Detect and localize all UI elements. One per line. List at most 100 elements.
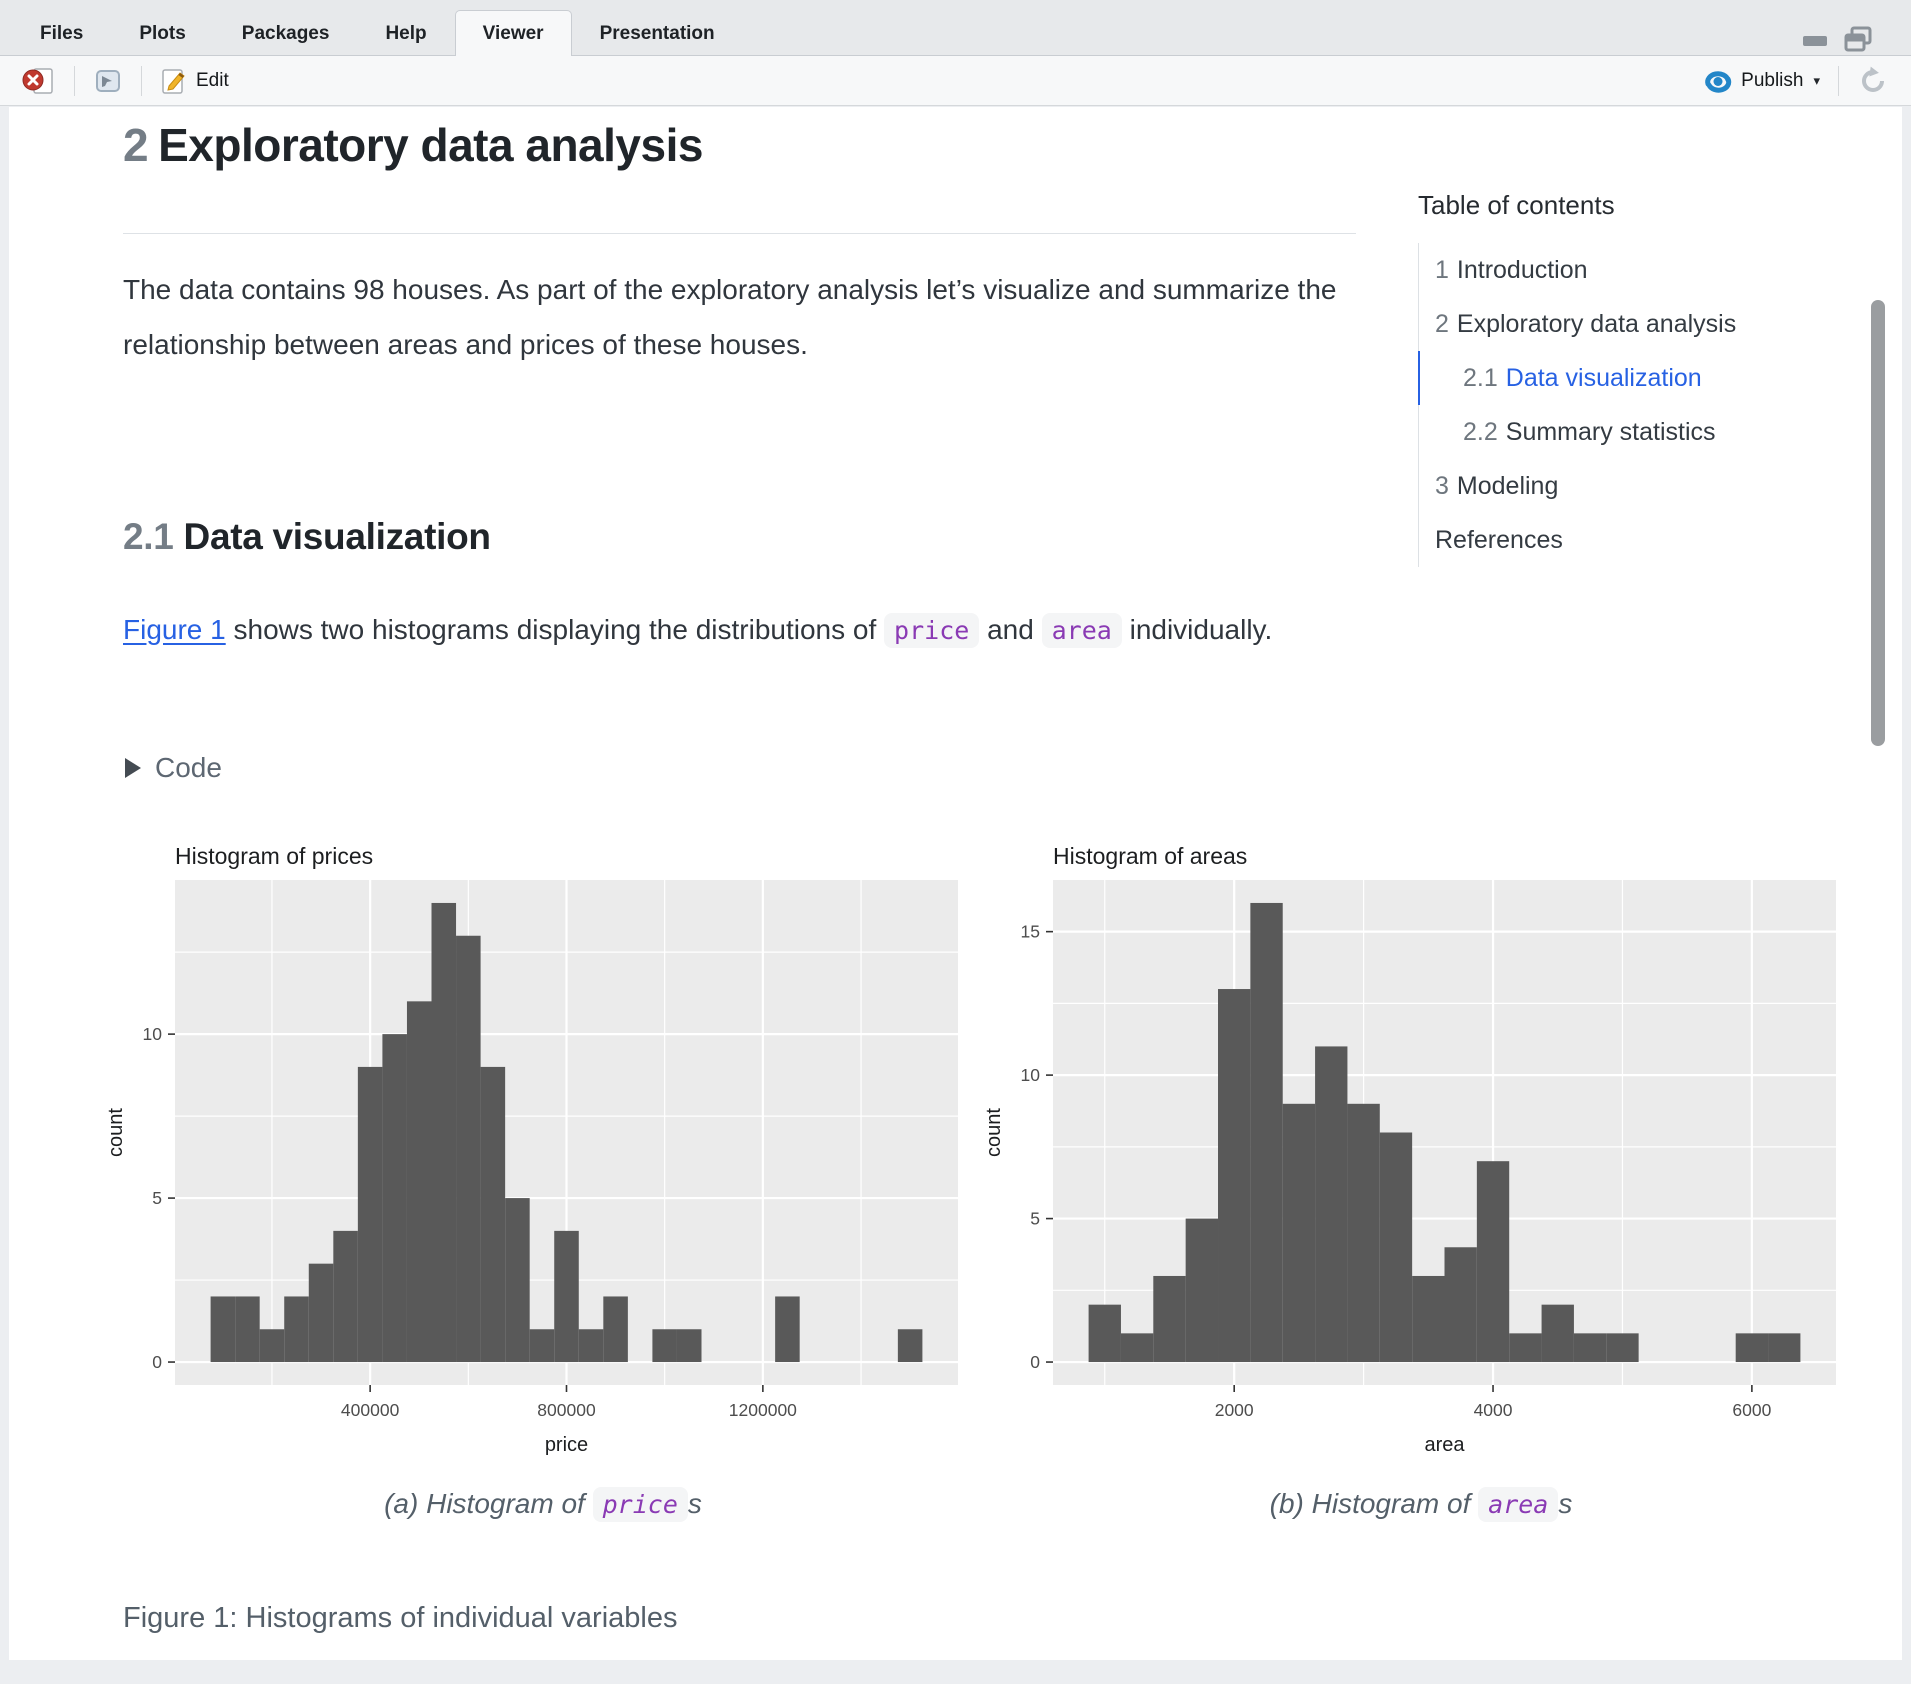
histogram-bar bbox=[406, 1001, 432, 1363]
histogram-bar bbox=[1735, 1333, 1769, 1363]
histogram-bar bbox=[603, 1296, 628, 1363]
histogram-bar bbox=[1606, 1333, 1639, 1363]
histogram-bar bbox=[1315, 1046, 1348, 1363]
maximize-pane-icon[interactable] bbox=[1843, 26, 1873, 57]
section-number: 2 bbox=[123, 119, 149, 171]
figure-b-plot: 2000 4000 6000 0 5 10 15 Histogram of areas area… bbox=[978, 838, 1858, 1468]
histogram-bar bbox=[1153, 1275, 1186, 1363]
toc-item-number: 1 bbox=[1435, 256, 1449, 284]
toc-item-label: References bbox=[1435, 526, 1563, 554]
toolbar-separator bbox=[141, 65, 142, 96]
edit-pencil-icon bbox=[162, 68, 185, 94]
publish-icon bbox=[1705, 70, 1732, 93]
page-title: 2 Exploratory data analysis bbox=[123, 118, 703, 172]
inline-code-price: price bbox=[592, 1487, 688, 1522]
toc-item-data-visualization[interactable]: 2.1 Data visualization bbox=[1418, 351, 1818, 405]
histogram-bar bbox=[1768, 1333, 1801, 1363]
y-axis-title: count bbox=[105, 1108, 127, 1157]
histogram-bar bbox=[1120, 1333, 1154, 1363]
x-tick-label: 1200000 bbox=[729, 1400, 797, 1420]
section-title: Data visualization bbox=[183, 516, 491, 557]
subcaption-a: (a) Histogram of price s bbox=[123, 1487, 963, 1522]
toc-item-summary-statistics[interactable]: 2.2 Summary statistics bbox=[1418, 405, 1818, 459]
histogram-bar bbox=[676, 1329, 702, 1363]
histogram-bar bbox=[382, 1034, 407, 1363]
toc-item-exploratory-data-analysis[interactable]: 2 Exploratory data analysis bbox=[1418, 297, 1818, 351]
histogram-bar bbox=[333, 1230, 358, 1363]
tab-presentation[interactable]: Presentation bbox=[599, 22, 715, 44]
toc-title: Table of contents bbox=[1418, 190, 1615, 220]
histogram-bar bbox=[1509, 1333, 1542, 1363]
clear-viewer-icon bbox=[22, 67, 53, 94]
x-tick-label: 4000 bbox=[1474, 1400, 1513, 1420]
histogram-bar bbox=[431, 902, 457, 1363]
toc-item-number: 3 bbox=[1435, 472, 1449, 500]
histogram-bar bbox=[357, 1066, 383, 1363]
table-of-contents: Table of contents 1 Introduction 2 Explorat… bbox=[1418, 190, 1818, 567]
histogram-bar bbox=[284, 1296, 309, 1363]
section-2-1-heading: 2.1 Data visualization bbox=[123, 516, 491, 558]
figure-1-caption: Figure 1: Histograms of individual varia… bbox=[123, 1602, 678, 1634]
toolbar-separator bbox=[74, 65, 75, 96]
plot-title: Histogram of prices bbox=[175, 843, 373, 869]
histogram-bar bbox=[1412, 1275, 1445, 1363]
histogram-bar bbox=[210, 1296, 236, 1363]
minimize-pane-icon[interactable] bbox=[1801, 30, 1831, 53]
tab-viewer[interactable]: Viewer bbox=[454, 10, 572, 56]
x-axis-title: area bbox=[1424, 1434, 1465, 1456]
publish-button[interactable]: Publish ▾ bbox=[1695, 64, 1828, 98]
clear-viewer-button[interactable] bbox=[14, 62, 64, 100]
refresh-button[interactable] bbox=[1849, 61, 1897, 101]
y-tick-label: 0 bbox=[152, 1352, 162, 1372]
toc-item-number: 2.2 bbox=[1463, 418, 1498, 446]
toc-item-number: 2.1 bbox=[1463, 364, 1498, 392]
y-tick-label: 5 bbox=[1030, 1209, 1040, 1229]
open-in-new-window-button[interactable] bbox=[85, 63, 131, 99]
figure-reference-paragraph: Figure 1 shows two histograms displaying… bbox=[123, 602, 1338, 659]
toc-item-references[interactable]: References bbox=[1418, 513, 1818, 567]
tab-packages[interactable]: Packages bbox=[241, 22, 330, 44]
y-tick-label: 15 bbox=[1021, 922, 1040, 942]
tab-files[interactable]: Files bbox=[40, 22, 84, 44]
toc-item-label: Exploratory data analysis bbox=[1456, 310, 1737, 338]
pop-out-icon bbox=[96, 69, 120, 92]
histogram-bar bbox=[1282, 1103, 1316, 1363]
y-tick-label: 0 bbox=[1030, 1352, 1040, 1372]
histogram-bar bbox=[259, 1329, 285, 1363]
code-fold-toggle[interactable]: Code bbox=[125, 752, 222, 784]
viewer-toolbar: Edit Publish ▾ bbox=[0, 56, 1911, 106]
histogram-bar bbox=[1379, 1132, 1413, 1363]
tab-help[interactable]: Help bbox=[385, 22, 427, 44]
tab-plots[interactable]: Plots bbox=[139, 22, 186, 44]
histogram-bar bbox=[554, 1230, 579, 1363]
caption-text: (b) Histogram of bbox=[1269, 1488, 1479, 1519]
inline-code-price: price bbox=[884, 613, 980, 648]
figure-1-link[interactable]: Figure 1 bbox=[123, 614, 226, 645]
caption-text: (a) Histogram of bbox=[384, 1488, 593, 1519]
figure-a-plot: 400000 800000 1200000 0 5 10 Histogram of pric… bbox=[100, 838, 980, 1468]
paragraph-text: individually. bbox=[1121, 614, 1273, 645]
histogram-bar bbox=[1444, 1247, 1477, 1363]
section-title: Exploratory data analysis bbox=[158, 119, 703, 171]
histogram-bar bbox=[235, 1296, 260, 1363]
histogram-bar bbox=[456, 935, 481, 1363]
vertical-scrollbar-thumb[interactable] bbox=[1871, 300, 1885, 746]
histogram-svg: 400000 800000 1200000 0 5 10 Histogram of pric… bbox=[105, 843, 958, 1456]
toolbar-separator bbox=[1838, 65, 1839, 96]
toc-item-introduction[interactable]: 1 Introduction bbox=[1418, 243, 1818, 297]
histogram-bar bbox=[578, 1329, 604, 1363]
plot-title: Histogram of areas bbox=[1053, 843, 1247, 869]
paragraph-text: and bbox=[979, 614, 1042, 645]
heading-rule bbox=[123, 233, 1356, 234]
toc-item-number: 2 bbox=[1435, 310, 1449, 338]
histogram-bar bbox=[1573, 1333, 1607, 1363]
histogram-svg: 2000 4000 6000 0 5 10 15 Histogram of areas area… bbox=[983, 843, 1836, 1456]
caption-text: s bbox=[687, 1488, 702, 1519]
y-axis-title: count bbox=[983, 1108, 1005, 1157]
histogram-bar bbox=[1476, 1161, 1510, 1363]
toc-item-modeling[interactable]: 3 Modeling bbox=[1418, 459, 1818, 513]
histogram-bar bbox=[529, 1329, 555, 1363]
edit-button[interactable]: Edit bbox=[152, 62, 237, 100]
x-tick-label: 6000 bbox=[1732, 1400, 1771, 1420]
